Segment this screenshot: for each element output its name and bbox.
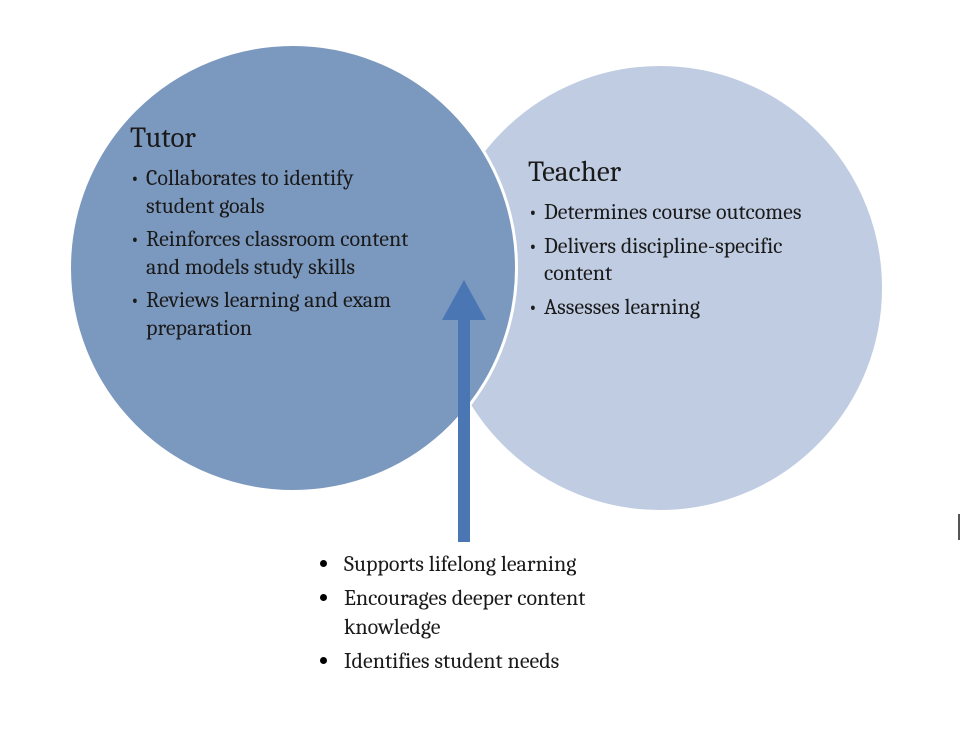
- arrow-head-icon: [442, 280, 486, 320]
- overlap-bullet-item: Supports lifelong learning: [316, 550, 656, 580]
- overlap-label-block: Supports lifelong learning Encourages dee…: [316, 550, 656, 681]
- teacher-title: Teacher: [528, 156, 808, 189]
- tutor-title: Tutor: [130, 122, 420, 155]
- tutor-label-block: Tutor Collaborates to identify student g…: [130, 122, 420, 348]
- venn-diagram: Tutor Collaborates to identify student g…: [0, 0, 980, 732]
- tutor-bullet-item: Reinforces classroom content and models …: [130, 226, 420, 281]
- text-caret: [958, 514, 960, 540]
- tutor-bullet-item: Collaborates to identify student goals: [130, 165, 420, 220]
- tutor-bullet-item: Reviews learning and exam preparation: [130, 287, 420, 342]
- tutor-bullets: Collaborates to identify student goals Re…: [130, 165, 420, 342]
- teacher-bullet-item: Assesses learning: [528, 294, 808, 322]
- overlap-bullet-item: Encourages deeper content knowledge: [316, 584, 656, 643]
- teacher-bullet-item: Determines course outcomes: [528, 199, 808, 227]
- arrow-shaft: [458, 316, 470, 542]
- teacher-bullets: Determines course outcomes Delivers disci…: [528, 199, 808, 321]
- teacher-bullet-item: Delivers discipline-specific content: [528, 233, 808, 288]
- overlap-bullet-item: Identifies student needs: [316, 647, 656, 677]
- teacher-label-block: Teacher Determines course outcomes Delive…: [528, 156, 808, 327]
- overlap-bullets: Supports lifelong learning Encourages dee…: [316, 550, 656, 677]
